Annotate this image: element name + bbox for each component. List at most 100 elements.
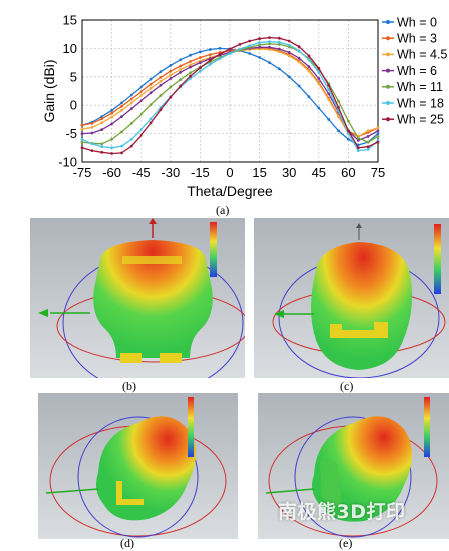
series-2-point xyxy=(100,121,104,125)
series-1-point xyxy=(90,122,94,125)
series-0-point xyxy=(268,61,271,64)
series-0-point xyxy=(208,48,212,51)
radiation-pattern-panel-c xyxy=(254,218,449,378)
series-6-point xyxy=(218,52,222,56)
series-4-point xyxy=(139,112,143,116)
series-4-point xyxy=(120,130,123,134)
series-3-point xyxy=(327,92,331,96)
series-5-point xyxy=(307,58,311,62)
series-0-point xyxy=(287,75,291,79)
series-2-point xyxy=(179,68,183,71)
series-5-point xyxy=(90,142,94,146)
series-1-point xyxy=(199,56,202,59)
series-0-point xyxy=(169,64,173,67)
series-4-point xyxy=(347,119,350,123)
series-6-point xyxy=(100,150,104,154)
legend-entry: Wh = 18 xyxy=(397,96,444,110)
series-3-point xyxy=(317,77,321,80)
series-0-point xyxy=(149,77,153,81)
x-tick-label: 45 xyxy=(312,165,326,180)
series-0-point xyxy=(248,52,252,55)
series-3-point xyxy=(80,132,84,136)
series-2-point xyxy=(169,73,173,77)
x-tick-label: 75 xyxy=(371,165,385,180)
series-4-point xyxy=(376,135,380,138)
series-5-point xyxy=(238,47,242,51)
series-2-point xyxy=(159,79,163,83)
x-axis-title: Theta/Degree xyxy=(187,183,273,199)
series-6-point xyxy=(208,58,212,62)
series-6-point xyxy=(80,146,84,150)
series-3-point xyxy=(366,135,370,138)
series-4-point xyxy=(149,103,153,106)
series-6-point xyxy=(307,54,311,58)
series-5-point xyxy=(366,148,370,151)
x-tick-label: 0 xyxy=(226,165,233,180)
y-tick-label: 15 xyxy=(63,13,77,28)
series-4-point xyxy=(100,142,104,146)
series-2-point xyxy=(337,115,340,118)
series-6-point xyxy=(120,151,123,155)
y-tick-labels: -10 -5 0 5 10 15 xyxy=(58,13,77,170)
series-0-point xyxy=(347,137,350,141)
subfigure-label-d: (d) xyxy=(120,536,134,550)
series-5-point xyxy=(199,69,202,73)
series-4-point xyxy=(129,122,133,125)
series-4-point xyxy=(189,71,192,75)
subfigure-label-e: (e) xyxy=(339,536,353,550)
series-6-point xyxy=(189,74,192,78)
series-5-point xyxy=(356,149,360,153)
y-tick-label: 10 xyxy=(63,41,77,56)
series-2-point xyxy=(110,115,113,119)
series-4-point xyxy=(356,136,360,140)
series-0-point xyxy=(120,101,123,105)
series-6-point xyxy=(366,145,370,149)
series-2-point xyxy=(80,127,84,131)
series-0-point xyxy=(100,115,104,118)
series-1-point xyxy=(189,60,192,63)
legend-entry: Wh = 3 xyxy=(397,32,437,46)
series-5-point xyxy=(139,128,143,132)
series-6-point xyxy=(199,66,202,70)
series-0-point xyxy=(327,118,331,121)
series-3-point xyxy=(100,128,104,132)
x-tick-label: 15 xyxy=(252,165,266,180)
series-6-point xyxy=(347,129,350,133)
series-6-point xyxy=(159,108,163,112)
series-4-point xyxy=(366,140,370,144)
radiation-pattern-panel-d xyxy=(38,393,238,539)
series-2-point xyxy=(129,101,133,105)
series-3-point xyxy=(277,47,281,51)
series-2-point xyxy=(287,54,291,58)
series-5-point xyxy=(149,117,153,121)
series-2-point xyxy=(277,50,281,54)
series-0-point xyxy=(317,106,321,110)
series-6-point xyxy=(297,45,301,49)
series-0-point xyxy=(258,56,261,59)
series-2-point xyxy=(139,94,143,97)
series-0-point xyxy=(110,108,113,112)
series-3-point xyxy=(179,70,183,74)
series-5-point xyxy=(287,43,291,47)
series-5-point xyxy=(120,144,123,148)
series-0-point xyxy=(159,70,163,74)
series-1-point xyxy=(120,104,123,108)
radiation-pattern-panel-b xyxy=(30,218,245,378)
series-3-point xyxy=(307,65,311,68)
series-3-point xyxy=(268,45,271,49)
series-5-point xyxy=(327,87,331,91)
y-axis-title: Gain (dBi) xyxy=(41,59,57,122)
series-1-point xyxy=(129,97,133,101)
series-0-point xyxy=(129,93,133,97)
series-3-point xyxy=(169,77,173,80)
series-3-point xyxy=(376,129,380,133)
series-5-point xyxy=(317,70,321,74)
x-tick-label: -60 xyxy=(102,165,121,180)
series-4-point xyxy=(159,94,163,97)
series-2-point xyxy=(376,126,380,130)
watermark-text: 南极熊3D打印 xyxy=(278,501,406,523)
series-3-point xyxy=(356,139,360,142)
x-tick-label: 30 xyxy=(282,165,296,180)
x-tick-labels: -75 -60 -45 -30 -15 0 15 30 45 60 75 xyxy=(73,165,386,180)
legend-entry: Wh = 0 xyxy=(397,15,437,29)
